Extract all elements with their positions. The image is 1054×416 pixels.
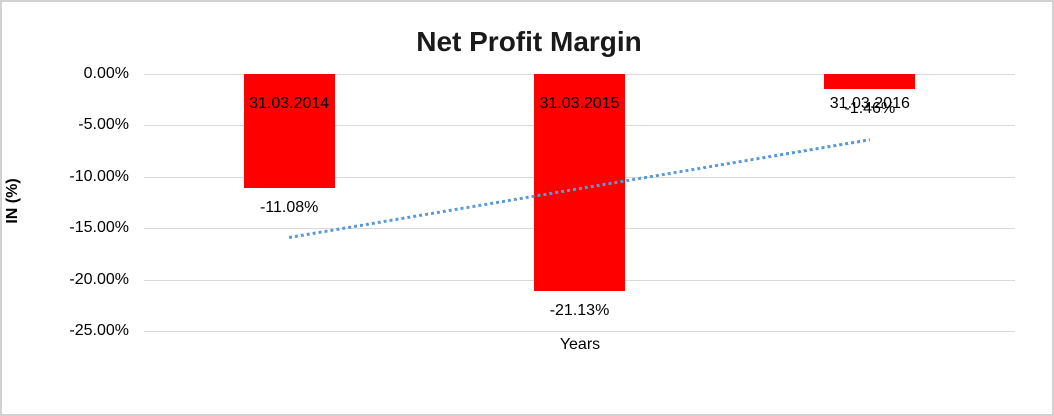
- data-label: -21.13%: [549, 302, 610, 320]
- y-axis-tick-label: -15.00%: [69, 219, 129, 237]
- x-axis-title: Years: [559, 336, 601, 353]
- category-label: 31.03.2014: [249, 95, 330, 112]
- bar-31.03.2014: [243, 74, 335, 188]
- category-label: 31.03.2015: [539, 95, 620, 112]
- y-axis-tick-label: -5.00%: [78, 116, 129, 134]
- chart-title: Net Profit Margin: [416, 26, 642, 57]
- bar-31.03.2016: [824, 74, 916, 89]
- data-label: -1.46%: [844, 100, 896, 117]
- y-axis-tick-label: -10.00%: [69, 167, 129, 185]
- y-axis-tick-label: -25.00%: [69, 322, 129, 340]
- category-label: 31.03.2016: [829, 95, 910, 112]
- data-label: -11.08%: [259, 198, 319, 216]
- y-axis-tick-label: 0.00%: [83, 65, 129, 82]
- gridline: [144, 331, 1015, 333]
- y-axis-tick-label: -20.00%: [69, 270, 129, 288]
- y-axis-title: IN (%): [4, 178, 21, 224]
